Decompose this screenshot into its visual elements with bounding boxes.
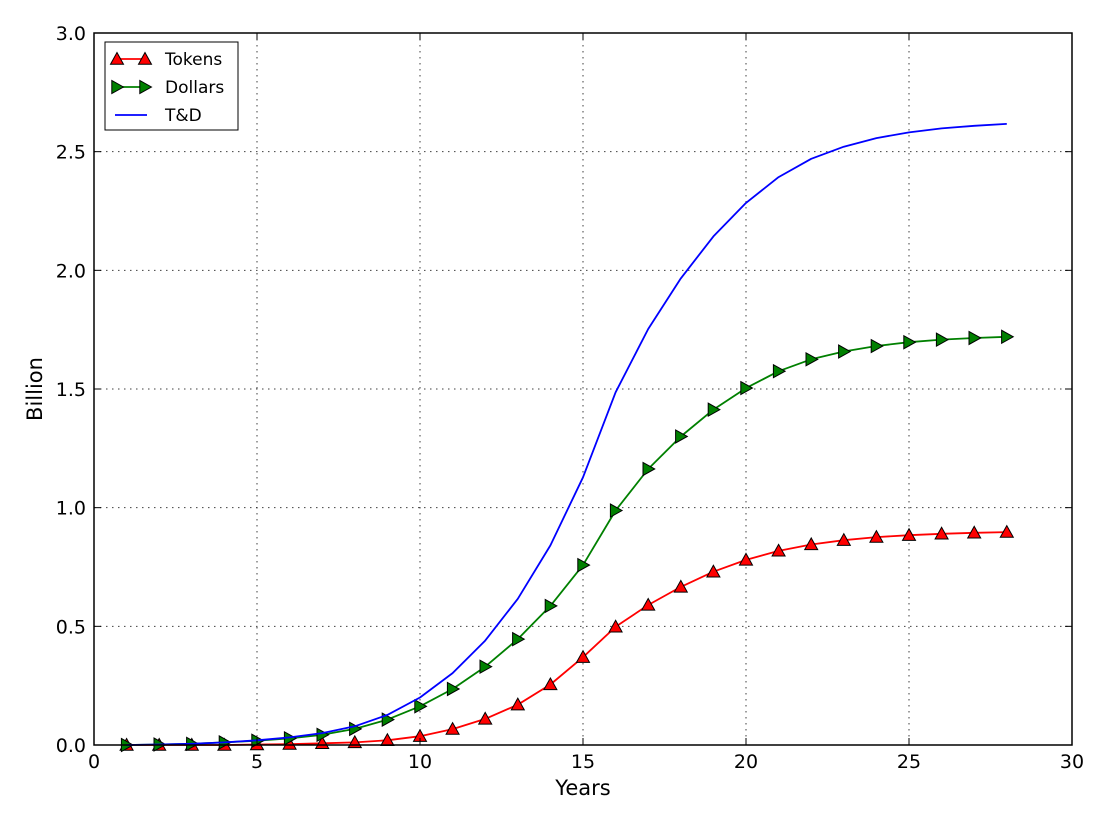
data-point <box>316 727 330 743</box>
data-point <box>903 334 917 350</box>
ticks: 0 5 10 15 20 25 30 0.0 0.5 1.0 1.5 2.0 2.5 3.0 <box>56 23 1084 773</box>
data-point <box>738 552 754 566</box>
legend-marker <box>109 51 125 65</box>
data-point <box>479 659 493 675</box>
series-0 <box>119 524 1015 751</box>
data-point <box>608 619 623 633</box>
series-2 <box>126 123 1007 746</box>
data-point <box>869 529 884 543</box>
y-tick-label: 1.0 <box>56 498 86 520</box>
data-point <box>1001 329 1015 345</box>
series-line <box>126 123 1007 746</box>
y-tick-label: 1.5 <box>56 379 86 401</box>
data-point <box>673 579 689 593</box>
data-point <box>870 338 884 354</box>
x-axis-label: Years <box>554 776 610 800</box>
legend-label: T&D <box>164 106 202 126</box>
legend-marker <box>139 79 153 95</box>
x-tick-label: 5 <box>251 751 263 773</box>
x-tick-label: 10 <box>408 751 432 773</box>
data-point <box>968 330 982 346</box>
x-tick-label: 0 <box>88 751 100 773</box>
data-point <box>477 711 493 725</box>
data-point <box>772 363 787 379</box>
data-point <box>706 564 721 578</box>
y-tick-label: 3.0 <box>56 23 86 45</box>
data-point <box>446 681 461 697</box>
data-point <box>803 536 819 551</box>
data-point <box>999 524 1015 538</box>
x-tick-label: 15 <box>571 751 595 773</box>
legend-entry: Tokens <box>109 50 222 70</box>
data-point <box>575 649 591 663</box>
series-line <box>126 531 1007 746</box>
legend-label: Dollars <box>165 78 224 98</box>
data-point <box>805 351 819 367</box>
x-tick-label: 30 <box>1060 751 1084 773</box>
data-point <box>577 557 591 573</box>
data-point <box>512 631 526 647</box>
data-point <box>740 380 754 396</box>
data-point <box>543 676 558 691</box>
y-tick-label: 0.5 <box>56 616 86 638</box>
data-point <box>675 429 689 444</box>
x-tick-label: 20 <box>734 751 758 773</box>
legend-label: Tokens <box>164 50 222 70</box>
data-point <box>609 503 624 518</box>
y-tick-label: 2.0 <box>56 260 86 282</box>
y-axis-label: Billion <box>23 357 47 421</box>
legend-marker <box>137 51 153 65</box>
data-point <box>901 527 917 541</box>
data-point <box>707 402 721 417</box>
legend: Tokens Dollars T&D <box>104 41 239 131</box>
data-point <box>414 698 428 714</box>
plot-frame <box>93 32 1073 746</box>
data-point <box>640 597 656 611</box>
data-point <box>935 332 950 347</box>
data-point <box>510 697 526 711</box>
data-point <box>445 721 460 735</box>
data-point <box>966 525 982 539</box>
grid <box>94 33 1072 745</box>
data-point <box>934 526 949 540</box>
data-point <box>642 461 656 477</box>
data-point <box>544 598 558 614</box>
legend-entry: Dollars <box>111 78 224 98</box>
data-point <box>771 543 786 557</box>
y-tick-label: 2.5 <box>56 142 86 164</box>
y-tick-label: 0.0 <box>56 735 86 757</box>
legend-entry: T&D <box>115 106 202 126</box>
data-point <box>838 344 852 359</box>
x-tick-label: 25 <box>897 751 921 773</box>
legend-marker <box>111 79 125 95</box>
series-layer <box>119 123 1015 753</box>
data-point <box>836 532 852 546</box>
